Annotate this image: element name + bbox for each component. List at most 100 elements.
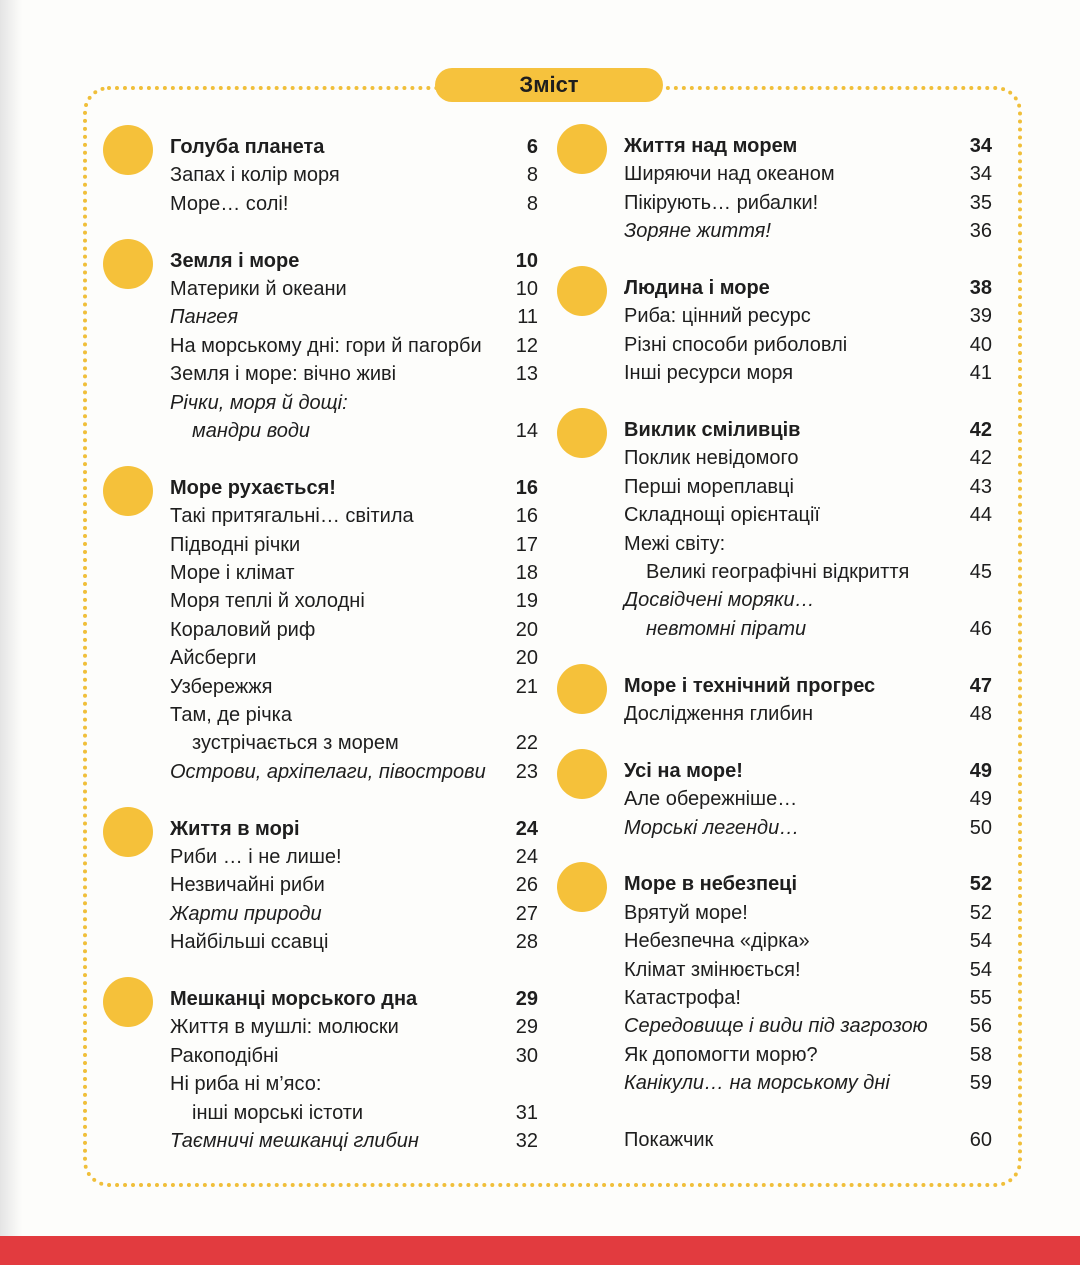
entry-title: Острови, архіпелаги, півострови	[170, 760, 486, 783]
index-page: 60	[969, 1129, 992, 1151]
section-page: 42	[969, 419, 992, 441]
entry-page: 19	[515, 590, 538, 613]
entry-page: 32	[515, 1130, 538, 1152]
entry-page: 44	[969, 504, 992, 527]
entry-page: 8	[526, 164, 538, 187]
page-edge	[0, 0, 22, 1265]
entry-title: Ширяючи над океаном	[624, 163, 835, 186]
entry-title: Небезпечна «дірка»	[624, 930, 810, 953]
entry-title: Найбільші ссавці	[170, 931, 329, 954]
entry-title: інші морські істоти	[192, 1101, 364, 1124]
entry-title: Поклик невідомого	[624, 447, 799, 470]
section-page: 34	[969, 135, 992, 157]
section-icon	[557, 862, 607, 913]
entry-title: мандри води	[192, 420, 310, 442]
section-page: 38	[969, 277, 992, 299]
entry-title: Запах і колір моря	[170, 164, 340, 187]
entry-page: 24	[515, 846, 538, 868]
section-page: 24	[515, 817, 538, 840]
entry-page: 21	[515, 675, 538, 698]
entry-page: 54	[969, 958, 992, 981]
entry-title: Катастрофа!	[624, 987, 741, 1009]
entry-page: 27	[515, 902, 538, 925]
entry-title: Айсберги	[170, 647, 257, 670]
entry-page: 39	[969, 305, 992, 328]
entry-page: 26	[515, 874, 538, 897]
entry-page: 45	[969, 561, 992, 583]
entry-title: Кораловий риф	[170, 618, 316, 641]
section-title: Голуба планета	[170, 136, 325, 158]
entry-page: 56	[969, 1015, 992, 1038]
section-icon	[557, 663, 607, 714]
entry-page: 14	[515, 420, 538, 442]
entry-page: 18	[515, 562, 538, 584]
entry-title: Зоряне життя!	[624, 220, 771, 243]
entry-title: невтомні пірати	[646, 617, 807, 640]
entry-page: 10	[515, 278, 538, 300]
entry-title: Але обережніше…	[624, 788, 798, 811]
index-title: Покажчик	[624, 1129, 714, 1151]
entry-page: 20	[515, 618, 538, 641]
section-page: 49	[969, 759, 992, 782]
section-icon	[103, 238, 153, 289]
section-page: 6	[526, 136, 538, 158]
entry-page: 36	[969, 220, 992, 243]
entry-page: 41	[969, 362, 992, 385]
entry-page: 40	[969, 333, 992, 356]
entry-page: 43	[969, 475, 992, 498]
entry-page: 8	[526, 192, 538, 215]
bottom-band	[0, 1236, 1080, 1265]
entry-title: Таємничі мешканці глибин	[170, 1130, 419, 1152]
section-title: Море рухається!	[170, 476, 336, 499]
entry-title: Межі світу:	[624, 532, 726, 555]
entry-title: Там, де річка	[170, 704, 292, 726]
section-icon	[103, 977, 153, 1027]
entry-title: Як допомогти морю?	[624, 1043, 818, 1066]
section-icon	[557, 266, 607, 316]
entry-title: Море… солі!	[170, 192, 289, 215]
section-title: Життя над морем	[624, 135, 798, 157]
entry-title: Річки, моря й дощі:	[170, 391, 348, 414]
entry-page: 48	[969, 703, 992, 725]
entry-title: Ні риба ні м’ясо:	[170, 1073, 322, 1096]
entry-page: 55	[969, 987, 992, 1009]
entry-page: 42	[969, 447, 992, 470]
entry-title: На морському дні: гори й пагорби	[170, 334, 482, 357]
entry-title: Канікули… на морському дні	[624, 1072, 890, 1095]
entry-page: 22	[515, 732, 538, 755]
entry-title: Пангея	[170, 306, 239, 329]
entry-page: 59	[969, 1072, 992, 1095]
entry-page: 16	[515, 505, 538, 528]
section-icon	[557, 408, 607, 458]
entry-title: Ракоподібні	[170, 1044, 279, 1067]
entry-title: Інші ресурси моря	[624, 362, 794, 385]
section-page: 10	[515, 249, 538, 272]
section-title: Усі на море!	[624, 759, 743, 782]
entry-title: Риби … і не лише!	[170, 846, 342, 868]
entry-title: зустрічається з морем	[192, 732, 399, 755]
entry-page: 49	[969, 788, 992, 811]
section-title: Море в небезпеці	[624, 873, 798, 896]
entry-title: Життя в мушлі: молюски	[170, 1016, 399, 1039]
entry-page: 11	[517, 306, 538, 329]
entry-page: 34	[969, 163, 992, 186]
entry-title: Середовище і види під загрозою	[624, 1015, 928, 1038]
entry-title: Складнощі орієнтації	[624, 504, 820, 527]
title: Зміст	[435, 68, 663, 102]
entry-title: Земля і море: вічно живі	[170, 363, 397, 386]
entry-page: 35	[969, 191, 992, 214]
entry-page: 46	[969, 617, 992, 640]
entry-page: 30	[515, 1044, 538, 1067]
entry-title: Клімат змінюється!	[624, 958, 801, 981]
entry-page: 31	[515, 1101, 538, 1124]
entry-page: 17	[515, 533, 538, 556]
entry-title: Різні способи риболовлі	[624, 333, 848, 356]
section-page: 16	[515, 476, 538, 499]
section-title: Мешканці морського дна	[170, 988, 418, 1010]
entry-page: 12	[515, 334, 538, 357]
section-page: 29	[515, 988, 538, 1010]
entry-title: Пікірують… рибалки!	[624, 191, 819, 214]
entry-title: Перші мореплавці	[624, 475, 794, 498]
entry-title: Риба: цінний ресурс	[624, 305, 811, 328]
section-icon	[103, 125, 153, 175]
